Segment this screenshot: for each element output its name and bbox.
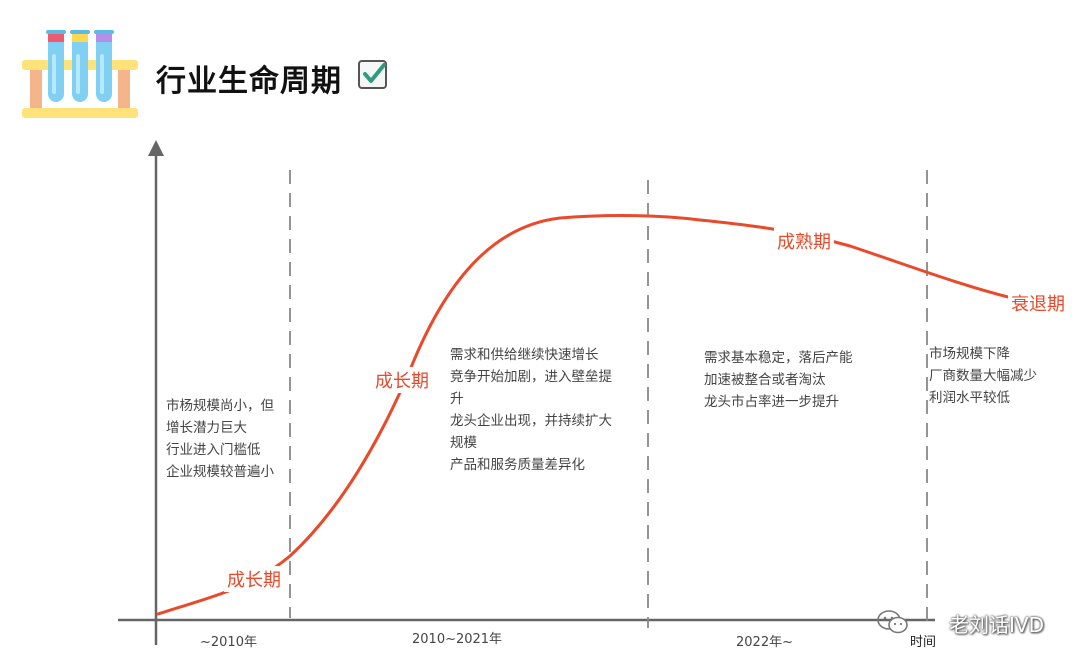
x-axis-label: 时间 xyxy=(910,635,937,650)
period-label-3: 2022年~ xyxy=(736,635,793,650)
wechat-icon xyxy=(877,610,908,634)
period-label-2: 2010~2021年 xyxy=(412,632,503,647)
note-growth: 需求和供给继续快速增长 竞争开始加剧，进入壁垒提 升 龙头企业出现，并持续扩大 … xyxy=(450,347,612,473)
stage-label-decline: 衰退期 xyxy=(1008,290,1068,316)
stage-label-maturity: 成熟期 xyxy=(774,228,834,254)
period-label-1: ~2010年 xyxy=(200,635,257,650)
test-tubes-icon xyxy=(22,30,138,118)
page-title: 行业生命周期 xyxy=(156,64,342,99)
watermark-text: 老刘话IVD xyxy=(949,613,1044,637)
y-axis-arrow xyxy=(148,140,164,156)
checkbox-checked-icon xyxy=(358,60,387,89)
note-introduction: 市杨规模尚小，但 增长潜力巨大 行业进入门槛低 企业规模较普遍小 xyxy=(166,398,274,480)
stage-label-introduction: 成长期 xyxy=(224,566,284,592)
note-decline: 市场规模下降 厂商数量大幅减少 利润水平较低 xyxy=(929,346,1037,406)
lifecycle-curve xyxy=(156,214,1014,616)
note-maturity: 需求基本稳定，落后产能 加速被整合或者淘汰 龙头市占率进一步提升 xyxy=(704,350,853,410)
stage-label-growth: 成长期 xyxy=(372,367,432,393)
